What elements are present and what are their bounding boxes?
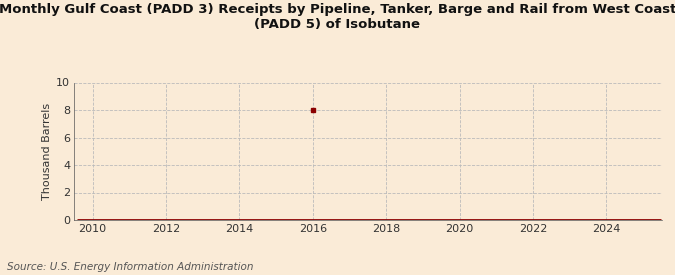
Y-axis label: Thousand Barrels: Thousand Barrels <box>42 103 52 200</box>
Text: Source: U.S. Energy Information Administration: Source: U.S. Energy Information Administ… <box>7 262 253 272</box>
Text: Monthly Gulf Coast (PADD 3) Receipts by Pipeline, Tanker, Barge and Rail from We: Monthly Gulf Coast (PADD 3) Receipts by … <box>0 3 675 31</box>
